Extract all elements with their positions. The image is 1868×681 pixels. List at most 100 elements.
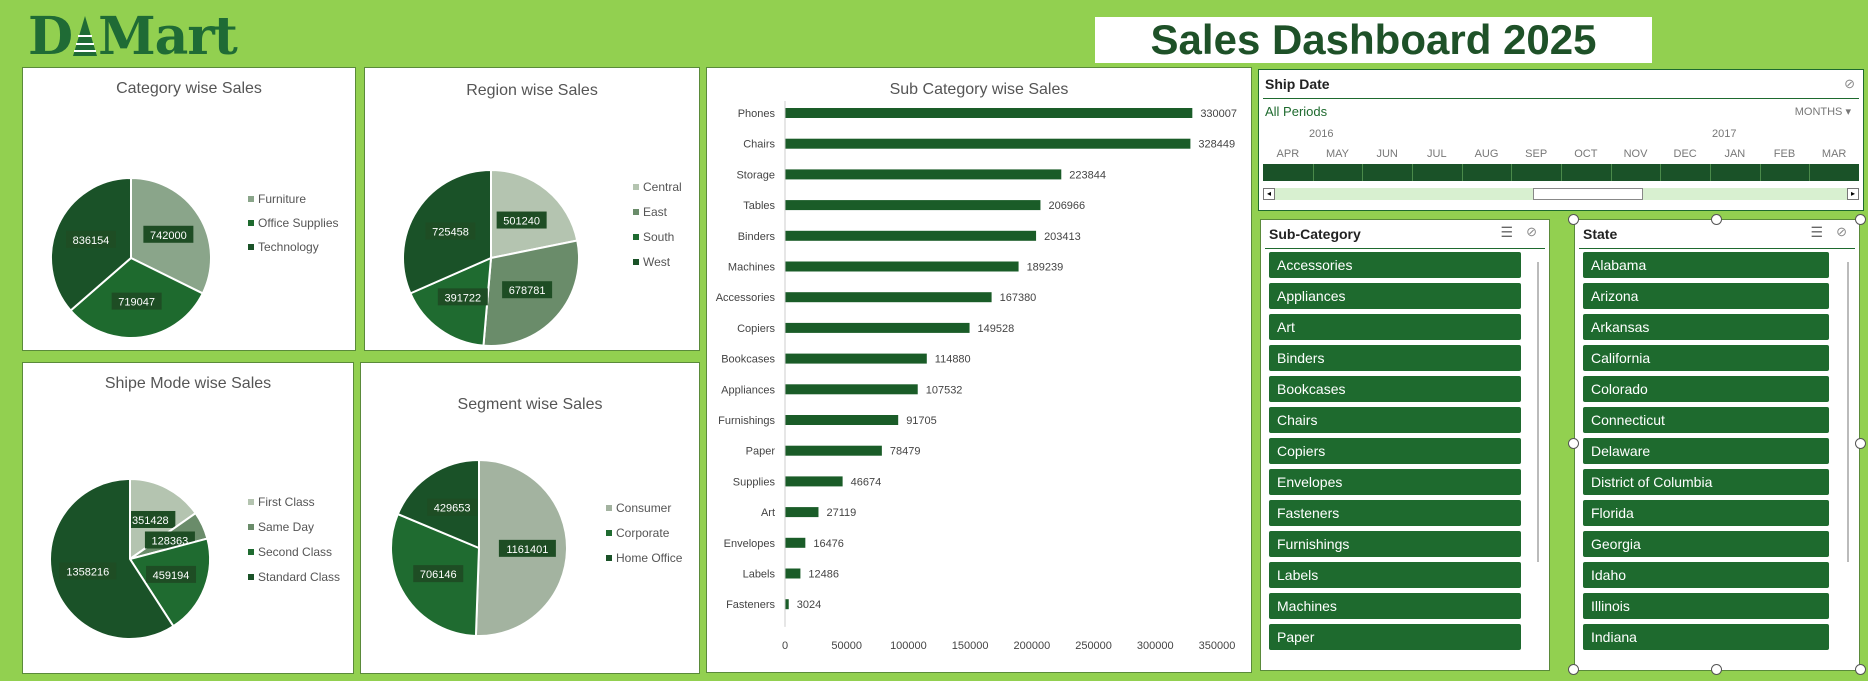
timeline-scrollbar[interactable]: ◂ ▸ (1263, 188, 1859, 200)
subcategory-bar-panel[interactable]: Sub Category wise Sales Phones 330007 Chai… (706, 67, 1252, 673)
pie-data-label: 501240 (503, 216, 540, 228)
data-label-box (437, 288, 488, 306)
timeline-month-divider (1312, 164, 1314, 181)
slicer-item-delaware[interactable]: Delaware (1583, 438, 1829, 464)
bar-binders (785, 230, 1037, 241)
pie-slice-standard-class (49, 477, 175, 640)
slicer-item-appliances[interactable]: Appliances (1269, 283, 1521, 309)
slicer-item-paper[interactable]: Paper (1269, 624, 1521, 650)
all-periods-label: All Periods (1265, 104, 1328, 119)
legend-swatch (606, 530, 612, 536)
clear-filter-icon[interactable]: ⊘ (1844, 76, 1855, 91)
segment-pie-chart: 1161401 706146 429653 Consumer Corporate Home… (390, 458, 683, 637)
x-tick-label: 200000 (1013, 640, 1050, 652)
legend-label: Central (643, 180, 682, 194)
slicer-item-illinois[interactable]: Illinois (1583, 593, 1829, 619)
pie-data-label: 1358216 (66, 566, 109, 578)
slicer-item-california[interactable]: California (1583, 345, 1829, 371)
shipmode-pie-panel[interactable]: Shipe Mode wise Sales 351428 128363 459194… (22, 362, 354, 674)
category-pie-panel[interactable]: Category wise Sales 742000 719047 836154 Fu… (22, 67, 356, 351)
x-tick-label: 100000 (890, 640, 927, 652)
slicer-item-indiana[interactable]: Indiana (1583, 624, 1829, 650)
multi-select-icon[interactable]: ☰ (1500, 224, 1513, 240)
timeline-month-label[interactable]: JUN (1376, 148, 1398, 160)
timeline-month-label[interactable]: JAN (1724, 148, 1746, 160)
state-slicer[interactable]: State ☰ ⊘ Alabama Arizona Arkansas Californ… (1574, 219, 1860, 671)
resize-handle[interactable] (1711, 664, 1722, 675)
granularity-dropdown[interactable]: MONTHS ▾ (1794, 106, 1851, 118)
slicer-item-accessories[interactable]: Accessories (1269, 252, 1521, 278)
bar-category-label: Machines (728, 262, 776, 274)
slicer-item-labels[interactable]: Labels (1269, 562, 1521, 588)
resize-handle[interactable] (1568, 438, 1579, 449)
legend-swatch (248, 549, 254, 555)
resize-handle[interactable] (1568, 664, 1579, 675)
slicer-item-binders[interactable]: Binders (1269, 345, 1521, 371)
resize-handle[interactable] (1568, 214, 1579, 225)
clear-filter-icon[interactable]: ⊘ (1836, 224, 1847, 239)
slicer-item-colorado[interactable]: Colorado (1583, 376, 1829, 402)
timeline-month-label[interactable]: APR (1276, 148, 1300, 160)
clear-filter-icon[interactable]: ⊘ (1526, 224, 1537, 239)
slicer-item-chairs[interactable]: Chairs (1269, 407, 1521, 433)
slicer-item-bookcases[interactable]: Bookcases (1269, 376, 1521, 402)
bar-value-label: 3024 (797, 599, 821, 611)
bar-chart-title: Sub Category wise Sales (889, 81, 1069, 98)
legend-swatch (248, 574, 254, 580)
multi-select-icon[interactable]: ☰ (1810, 224, 1823, 240)
slicer-item-art[interactable]: Art (1269, 314, 1521, 340)
dropdown-arrow-icon: ▾ (1845, 106, 1851, 118)
slicer-item-connecticut[interactable]: Connecticut (1583, 407, 1829, 433)
year-label-2016: 2016 (1309, 128, 1334, 140)
scroll-right-button[interactable]: ▸ (1847, 188, 1859, 200)
slicer-item-machines[interactable]: Machines (1269, 593, 1521, 619)
slicer-item-district-of-columbia[interactable]: District of Columbia (1583, 469, 1829, 495)
timeline-month-label[interactable]: JUL (1427, 148, 1447, 160)
slicer-item-fasteners[interactable]: Fasteners (1269, 500, 1521, 526)
scroll-left-button[interactable]: ◂ (1263, 188, 1275, 200)
legend-swatch (248, 499, 254, 505)
bar-value-label: 206966 (1048, 200, 1085, 212)
subcategory-slicer[interactable]: Sub-Category ☰ ⊘ Accessories Appliances Ar… (1260, 219, 1550, 671)
timeline-month-label[interactable]: AUG (1474, 148, 1499, 160)
resize-handle[interactable] (1855, 664, 1866, 675)
resize-handle[interactable] (1711, 214, 1722, 225)
bar-category-label: Storage (736, 169, 775, 181)
timeline-month-label[interactable]: DEC (1673, 148, 1697, 160)
slicer-item-copiers[interactable]: Copiers (1269, 438, 1521, 464)
timeline-month-label[interactable]: SEP (1525, 148, 1548, 160)
resize-handle[interactable] (1855, 214, 1866, 225)
legend-swatch (606, 555, 612, 561)
slicer-scrollbar[interactable] (1537, 262, 1539, 562)
timeline-month-label[interactable]: FEB (1773, 148, 1796, 160)
slicer-item-furnishings[interactable]: Furnishings (1269, 531, 1521, 557)
region-pie-panel[interactable]: Region wise Sales 501240 678781 391722 7254… (364, 67, 700, 351)
legend-label: Same Day (258, 520, 314, 534)
scroll-thumb[interactable] (1533, 188, 1643, 200)
bar-tables (785, 200, 1041, 211)
timeline-month-divider (1660, 164, 1662, 181)
segment-pie-panel[interactable]: Segment wise Sales 1161401 706146 429653 Co… (360, 362, 700, 674)
bar-value-label: 328449 (1198, 139, 1235, 151)
slicer-item-alabama[interactable]: Alabama (1583, 252, 1829, 278)
timeline-month-label[interactable]: OCT (1574, 148, 1598, 160)
bar-paper (785, 445, 882, 456)
timeline-month-label[interactable]: MAR (1821, 148, 1847, 160)
x-tick-label: 250000 (1075, 640, 1112, 652)
slicer-scrollbar[interactable] (1847, 262, 1849, 562)
bar-storage (785, 169, 1062, 180)
resize-handle[interactable] (1855, 438, 1866, 449)
bar-value-label: 330007 (1200, 108, 1237, 120)
timeline-month-label[interactable]: MAY (1325, 148, 1349, 160)
bar-category-label: Envelopes (724, 538, 776, 550)
bar-accessories (785, 292, 992, 303)
slicer-item-florida[interactable]: Florida (1583, 500, 1829, 526)
timeline-month-label[interactable]: NOV (1623, 148, 1648, 160)
slicer-item-arizona[interactable]: Arizona (1583, 283, 1829, 309)
slicer-item-envelopes[interactable]: Envelopes (1269, 469, 1521, 495)
slicer-item-georgia[interactable]: Georgia (1583, 531, 1829, 557)
slicer-item-arkansas[interactable]: Arkansas (1583, 314, 1829, 340)
data-label-box (143, 225, 194, 243)
ship-date-timeline[interactable]: Ship Date ⊘ All Periods MONTHS ▾ 2016 20… (1258, 69, 1864, 211)
slicer-item-idaho[interactable]: Idaho (1583, 562, 1829, 588)
